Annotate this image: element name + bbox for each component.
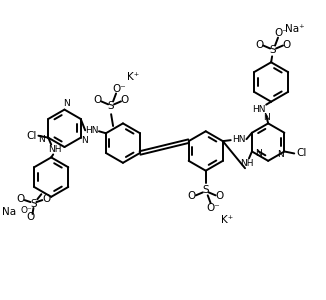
Text: O⁻: O⁻: [274, 28, 288, 38]
Text: O: O: [93, 95, 101, 105]
Text: HN: HN: [232, 135, 245, 144]
Text: HN: HN: [253, 105, 266, 114]
Text: N: N: [263, 113, 270, 122]
Text: O⁻: O⁻: [207, 203, 220, 213]
Text: N: N: [277, 150, 284, 159]
Text: O: O: [26, 212, 35, 222]
Text: Cl: Cl: [296, 148, 306, 158]
Text: O: O: [255, 40, 263, 50]
Text: S: S: [108, 101, 114, 111]
Text: Na⁺: Na⁺: [285, 24, 304, 34]
Text: HN: HN: [85, 126, 99, 135]
Text: N: N: [63, 99, 70, 108]
Text: Cl: Cl: [26, 131, 37, 141]
Text: Na: Na: [2, 207, 16, 217]
Text: NH: NH: [48, 145, 62, 154]
Text: O: O: [121, 95, 129, 105]
Text: S: S: [202, 185, 209, 195]
Text: K⁺: K⁺: [221, 215, 233, 225]
Text: O: O: [188, 191, 196, 201]
Text: O: O: [215, 191, 224, 201]
Text: N: N: [256, 149, 262, 158]
Text: N: N: [38, 135, 45, 144]
Text: O⁻: O⁻: [112, 84, 126, 94]
Text: NH: NH: [240, 159, 254, 168]
Text: O: O: [283, 40, 291, 50]
Text: O: O: [17, 194, 25, 204]
Text: S: S: [270, 45, 276, 56]
Text: S: S: [30, 199, 37, 209]
Text: O: O: [42, 194, 51, 204]
Text: O⁻: O⁻: [21, 206, 33, 215]
Text: N: N: [81, 136, 88, 145]
Text: K⁺: K⁺: [127, 72, 139, 82]
